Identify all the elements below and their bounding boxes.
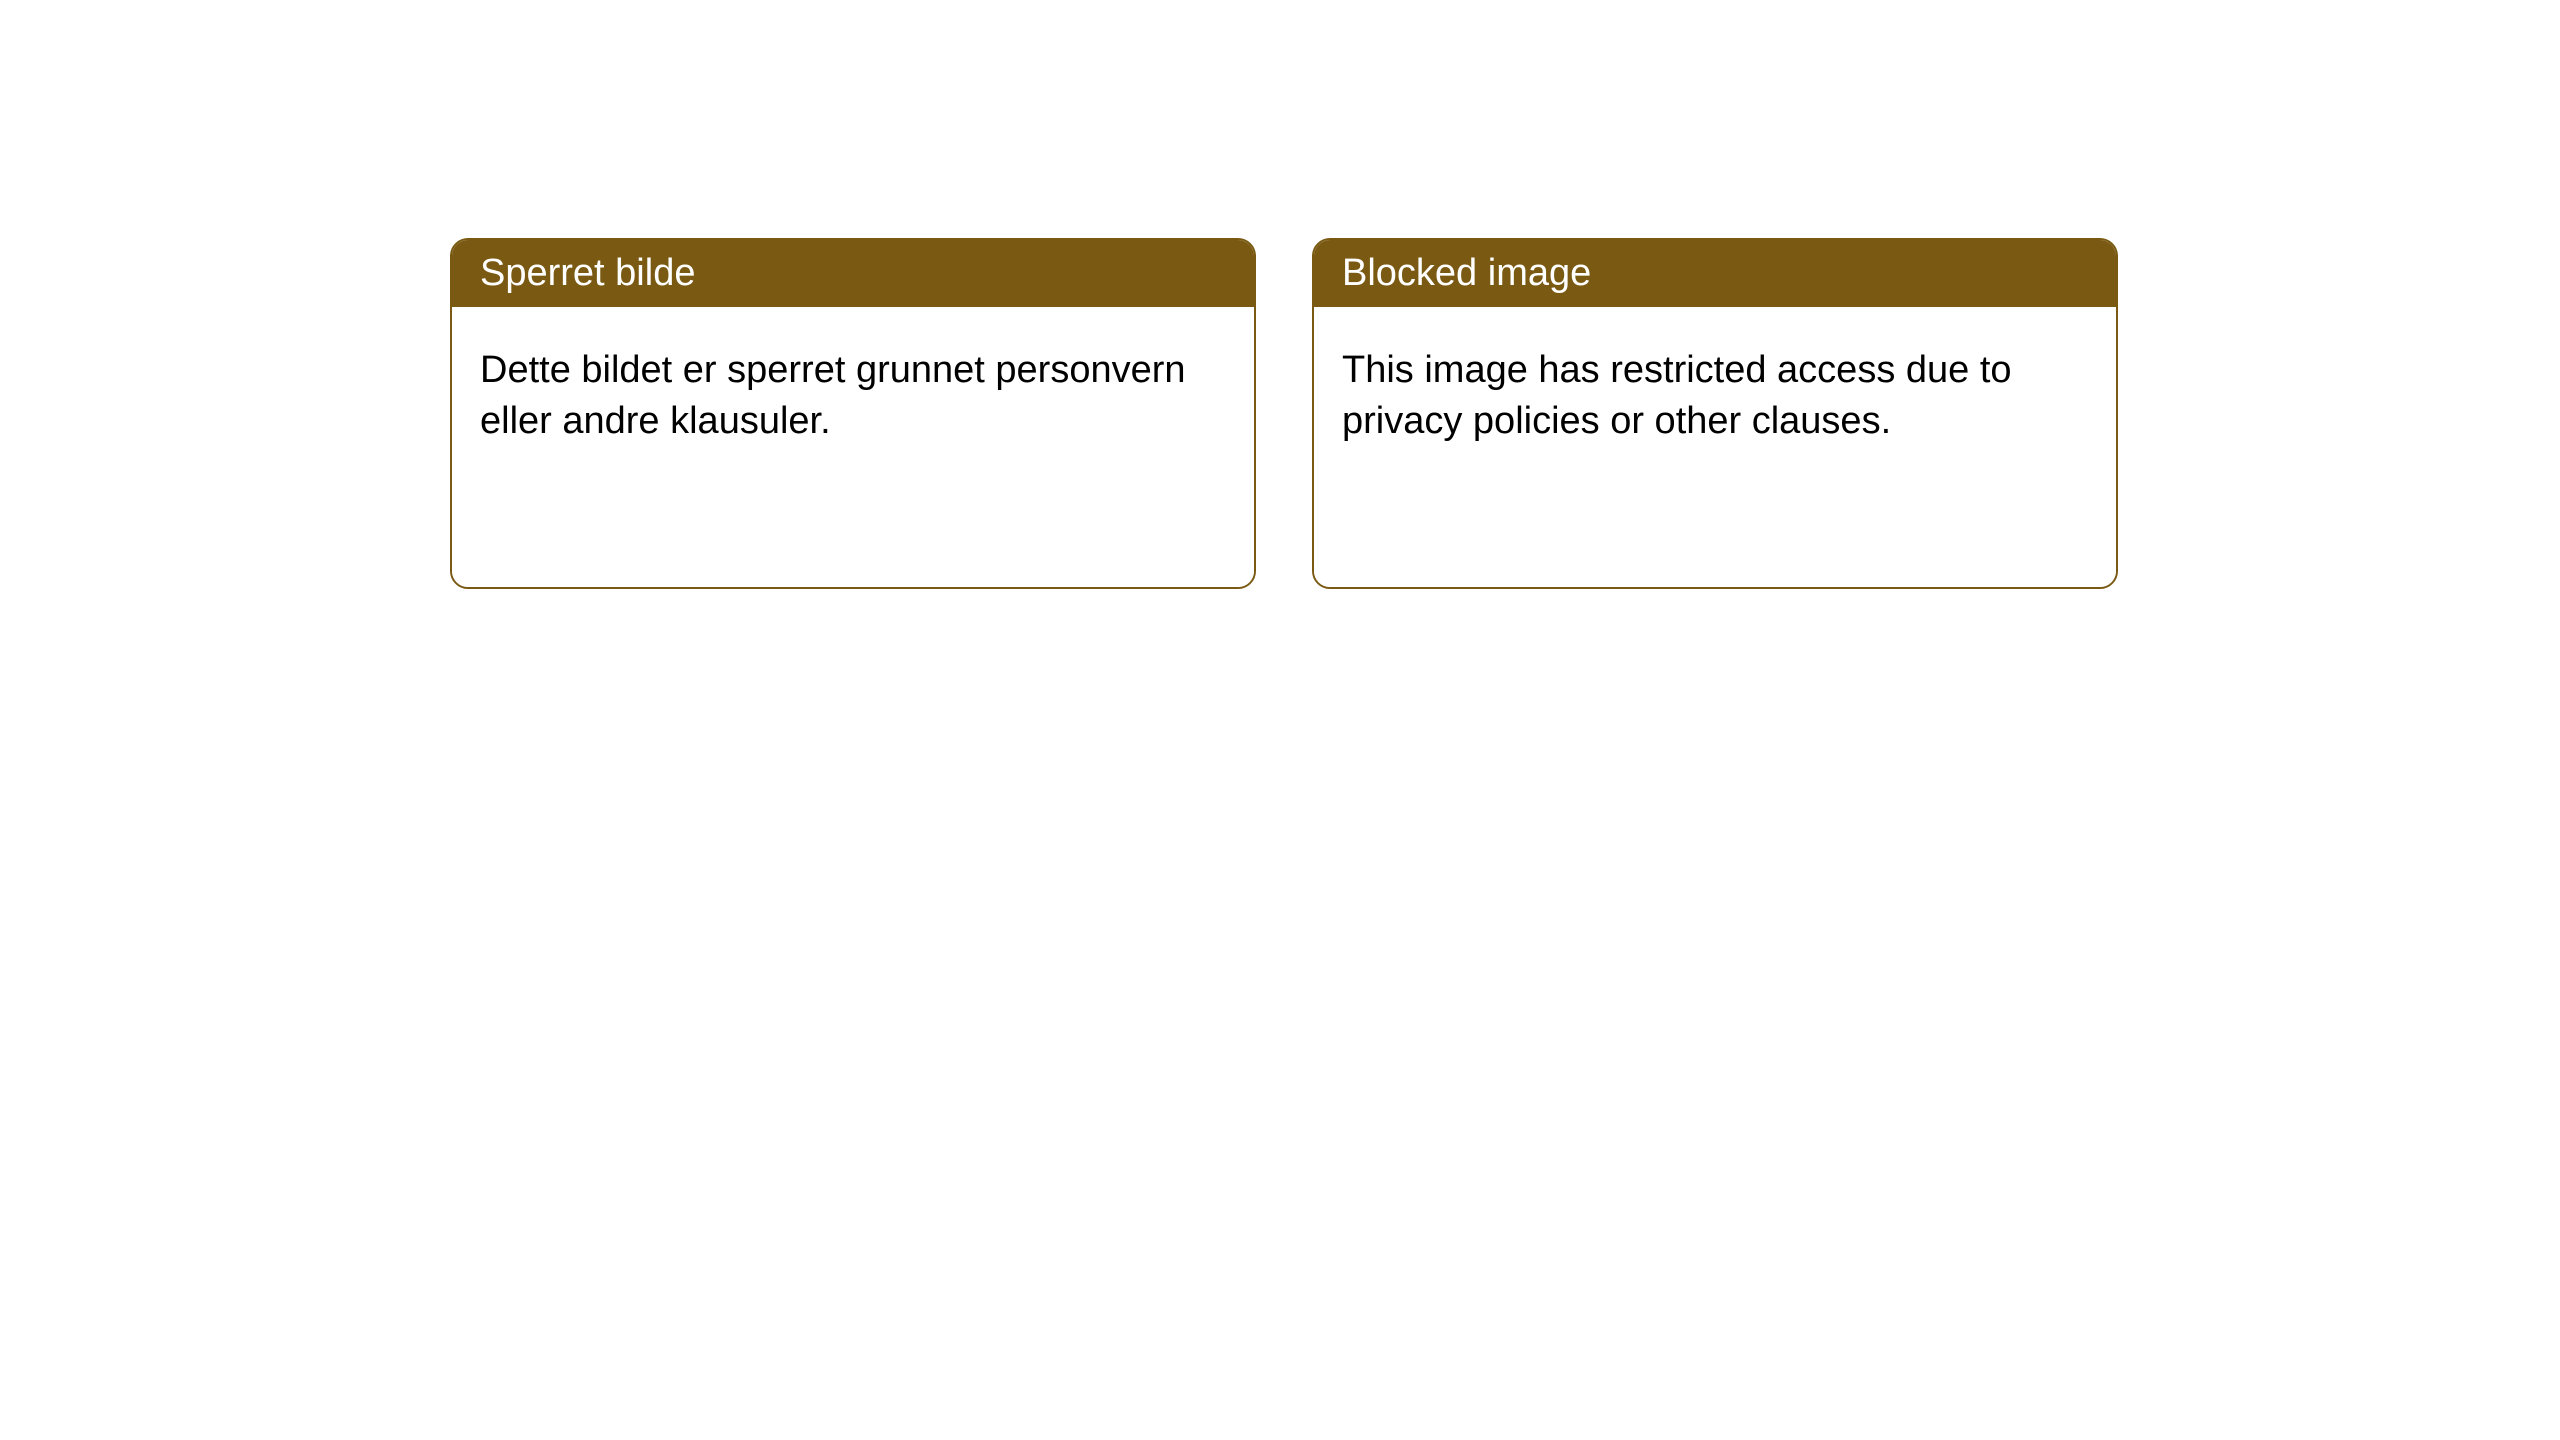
card-header: Blocked image	[1314, 240, 2116, 307]
card-title: Blocked image	[1342, 252, 1591, 294]
notice-card-english: Blocked image This image has restricted …	[1312, 238, 2118, 589]
card-body: This image has restricted access due to …	[1314, 307, 2116, 587]
notice-container: Sperret bilde Dette bildet er sperret gr…	[450, 238, 2118, 589]
card-body: Dette bildet er sperret grunnet personve…	[452, 307, 1254, 587]
card-body-text: This image has restricted access due to …	[1342, 349, 2012, 442]
notice-card-norwegian: Sperret bilde Dette bildet er sperret gr…	[450, 238, 1256, 589]
card-body-text: Dette bildet er sperret grunnet personve…	[480, 349, 1186, 442]
card-title: Sperret bilde	[480, 252, 695, 294]
card-header: Sperret bilde	[452, 240, 1254, 307]
